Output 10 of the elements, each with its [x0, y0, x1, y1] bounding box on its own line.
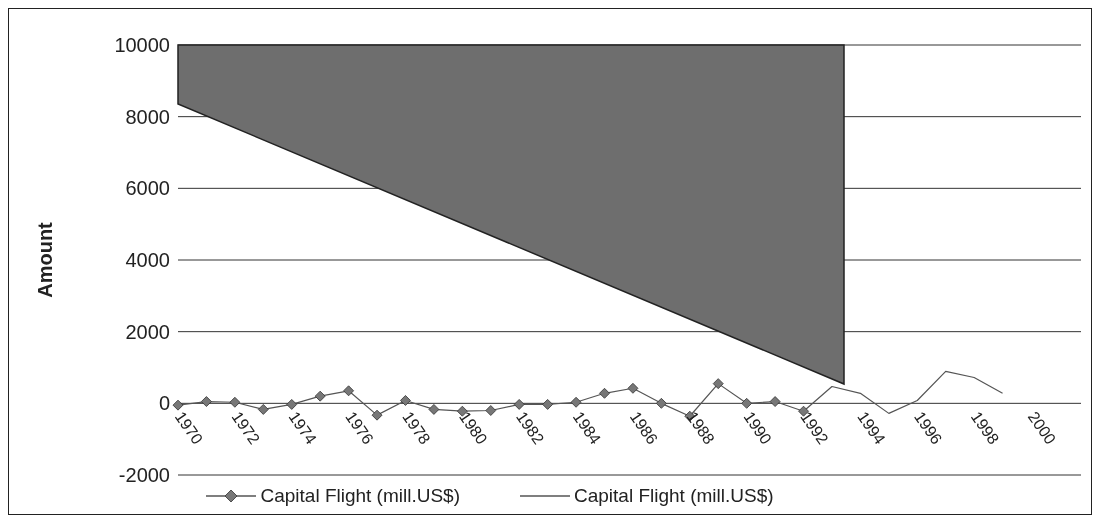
legend-label: Capital Flight (mill.US$)	[260, 485, 460, 507]
y-tick-label: 10000	[114, 34, 170, 57]
y-tick-label: 0	[158, 392, 170, 415]
y-tick-label: 8000	[125, 105, 170, 128]
y-axis-title: Amount	[34, 221, 57, 298]
y-tick-label: 2000	[125, 320, 170, 343]
y-tick-label: 6000	[125, 177, 170, 200]
y-tick-label: -2000	[118, 464, 170, 487]
y-tick-label: 4000	[125, 249, 170, 272]
legend-label: Capital Flight (mill.US$)	[574, 485, 774, 507]
